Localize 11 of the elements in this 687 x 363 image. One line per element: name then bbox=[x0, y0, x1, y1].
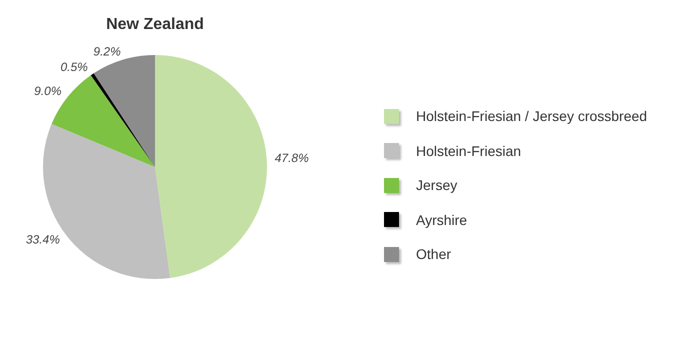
legend-label: Other bbox=[416, 246, 452, 262]
legend-label: Ayrshire bbox=[416, 212, 468, 228]
chart-title: New Zealand bbox=[105, 16, 205, 34]
data-label: 0.5% bbox=[60, 60, 88, 74]
data-label: 33.4% bbox=[26, 232, 60, 247]
legend-label: Holstein-Friesian / Jersey crossbreed bbox=[416, 108, 648, 124]
data-label: 9.0% bbox=[34, 84, 62, 98]
data-label: 9.2% bbox=[93, 44, 122, 58]
legend-label: Holstein-Friesian bbox=[416, 142, 522, 159]
legend-label: Jersey bbox=[416, 177, 458, 194]
data-label: 47.8% bbox=[274, 151, 310, 166]
